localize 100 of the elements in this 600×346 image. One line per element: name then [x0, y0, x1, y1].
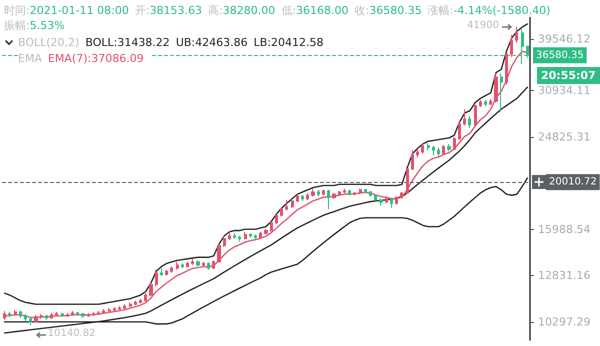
candlestick — [238, 235, 241, 242]
annotation: EMA — [18, 52, 42, 65]
candlestick — [259, 231, 262, 238]
candlestick — [301, 194, 304, 202]
candlestick — [81, 312, 85, 318]
candlestick — [108, 308, 111, 312]
candlestick — [311, 188, 315, 197]
ref-line-label: 20010.72 — [549, 176, 597, 188]
candlestick — [129, 302, 132, 308]
candlestick — [296, 194, 299, 203]
candlestick — [123, 304, 126, 310]
candlestick — [348, 189, 351, 196]
candlestick — [484, 99, 487, 107]
y-tick-label: 24825.31 — [538, 130, 590, 144]
text: 20:55:07 — [537, 67, 600, 84]
candlestick — [280, 207, 283, 217]
candlestick — [207, 262, 210, 270]
candlestick — [113, 306, 116, 312]
candlestick — [406, 166, 409, 195]
candlestick — [317, 189, 320, 197]
candlestick — [411, 150, 414, 171]
candlestick — [306, 192, 309, 200]
candlestick — [118, 306, 121, 310]
candlestick — [379, 198, 383, 206]
candlestick — [432, 145, 435, 156]
candlestick — [453, 136, 456, 151]
candlestick — [338, 190, 341, 196]
candlestick — [149, 282, 153, 296]
annotation: BOLL(20,2) — [18, 36, 80, 49]
candlestick — [61, 312, 64, 318]
candlestick — [144, 292, 147, 302]
candlestick — [76, 311, 79, 316]
candlestick — [510, 34, 513, 58]
candlestick — [249, 232, 252, 238]
y-tick-label: 30934.11 — [538, 84, 590, 98]
candlestick — [515, 26, 518, 44]
annotation: 收:36580.35 — [354, 4, 422, 17]
annotation: 开:38153.63 — [134, 4, 202, 17]
candlestick — [322, 189, 325, 196]
candlestick — [437, 146, 440, 158]
candlestick — [217, 244, 221, 264]
candlestick — [332, 192, 336, 200]
candlestick — [400, 191, 403, 200]
candlestick — [160, 268, 163, 277]
candlestick — [463, 108, 466, 126]
candlestick — [8, 311, 11, 318]
candlestick — [270, 220, 273, 232]
candlestick — [202, 261, 205, 268]
candlestick — [395, 196, 398, 205]
candlestick — [176, 261, 179, 270]
annotation: UB:42463.86 — [176, 36, 248, 49]
candlestick — [212, 260, 215, 270]
annotation: BOLL:31438.22 — [85, 36, 170, 49]
y-tick-label: 15988.54 — [538, 222, 590, 236]
candlestick — [19, 310, 22, 318]
candlestick — [139, 298, 142, 304]
candlestick — [489, 98, 492, 106]
annotation: 低:36168.00 — [281, 4, 348, 17]
candlestick — [353, 191, 356, 196]
candlestick — [134, 300, 137, 306]
annotation: 振幅:5.53% — [4, 19, 65, 32]
candlestick — [291, 199, 294, 208]
candlestick — [181, 262, 184, 269]
annotation: 10140.82 — [48, 328, 96, 340]
candlestick — [327, 189, 330, 210]
candlestick — [223, 235, 226, 248]
candlestick — [285, 199, 288, 211]
candlestick — [155, 269, 158, 287]
candlestick — [264, 228, 268, 236]
y-tick-label: 12831.16 — [538, 269, 590, 282]
candlestick — [468, 116, 471, 128]
candlestick — [447, 143, 451, 152]
candlestick — [196, 260, 200, 268]
candlestick — [24, 313, 27, 322]
candlestick — [29, 316, 32, 326]
candlestick — [165, 269, 168, 276]
candlestick — [474, 104, 477, 126]
y-tick-label: 39546.12 — [538, 32, 590, 46]
candlestick — [494, 73, 498, 104]
candlestick — [458, 120, 461, 140]
candlestick — [364, 188, 367, 194]
candlestick — [442, 144, 445, 156]
annotation: 时间:2021-01-11 08:00 — [4, 4, 129, 17]
ref-line-label: 36580.35 — [536, 50, 584, 61]
candlestick — [45, 314, 48, 320]
candlestick — [102, 308, 105, 314]
candlestick — [191, 258, 194, 266]
candlestick — [390, 197, 393, 208]
candlestick — [228, 231, 231, 241]
candlestick — [233, 232, 236, 240]
annotation: 高:38280.00 — [208, 4, 276, 17]
candlestick — [97, 310, 100, 316]
candlestick — [369, 190, 372, 197]
annotation: EMA(7):37086.09 — [48, 52, 144, 65]
candlestick — [275, 214, 278, 225]
annotation: LB:20412.58 — [254, 36, 324, 49]
candlestick — [500, 72, 503, 112]
candlestick — [421, 143, 424, 154]
candlestick — [244, 231, 247, 240]
annotation: 41900 — [467, 20, 499, 31]
